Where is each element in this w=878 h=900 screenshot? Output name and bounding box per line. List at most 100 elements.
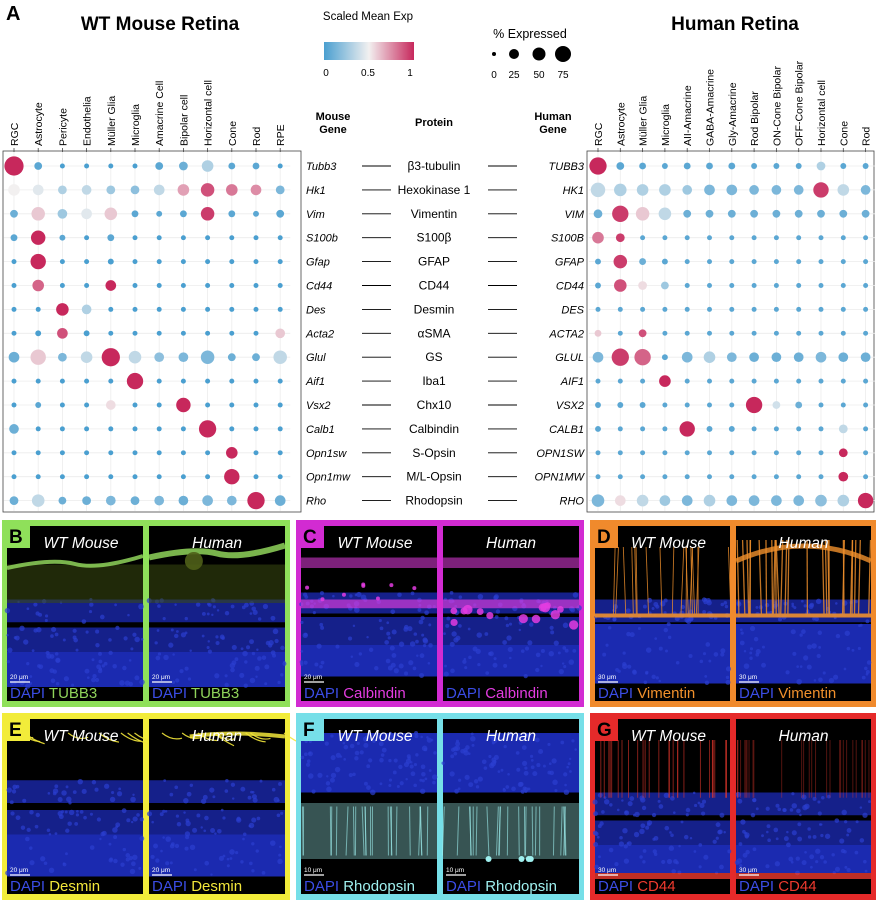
nucleus bbox=[189, 783, 194, 788]
human-dot-des-5 bbox=[707, 306, 712, 312]
nucleus bbox=[387, 665, 393, 671]
human-gene-label: VIM bbox=[564, 209, 584, 221]
nucleus bbox=[239, 672, 245, 678]
nucleus bbox=[278, 853, 282, 857]
panel-label: D bbox=[597, 527, 611, 548]
mouse-dot-tubb3-1 bbox=[34, 162, 43, 170]
nucleus bbox=[862, 812, 868, 818]
human-dot-tubb3-3 bbox=[661, 163, 668, 169]
human-dot-vsx2-4 bbox=[684, 402, 690, 408]
nucleus bbox=[799, 665, 803, 668]
nucleus bbox=[282, 661, 287, 666]
nucleus bbox=[234, 657, 239, 662]
nucleus bbox=[740, 631, 744, 635]
panel-letter-bg bbox=[592, 715, 618, 741]
nucleus bbox=[803, 655, 809, 661]
nucleus bbox=[505, 623, 510, 628]
nucleus bbox=[316, 643, 322, 649]
human-dot-hk1-12 bbox=[860, 185, 871, 195]
stain-label: DAPI Calbindin bbox=[446, 685, 548, 702]
human-dot-hk1-4 bbox=[682, 185, 693, 195]
nucleus bbox=[15, 784, 20, 789]
nucleus bbox=[251, 606, 257, 612]
mouse-category-label: Bipolar cell bbox=[178, 95, 190, 146]
nucleus bbox=[231, 660, 237, 666]
nucleus bbox=[608, 674, 611, 678]
human-category-label: RGC bbox=[593, 122, 605, 146]
nucleus bbox=[165, 861, 170, 866]
stain-label: DAPI TUBB3 bbox=[10, 685, 97, 702]
nucleus bbox=[834, 866, 841, 872]
panel-letter-bg bbox=[4, 715, 30, 741]
mouse-dot-opn1mw-0 bbox=[11, 474, 17, 480]
human-dot-opn1mw-1 bbox=[617, 474, 623, 480]
nucleus bbox=[667, 635, 672, 640]
stain-label-dapi: DAPI bbox=[10, 685, 49, 702]
size-legend-dot-50 bbox=[532, 47, 546, 61]
nucleus bbox=[22, 798, 27, 803]
human-dot-vim-3 bbox=[658, 207, 672, 221]
mouse-gene-label: Calb1 bbox=[306, 424, 335, 436]
nucleus bbox=[450, 754, 455, 759]
nucleus bbox=[598, 855, 601, 859]
mouse-dot-des-6 bbox=[156, 306, 162, 312]
nucleus bbox=[552, 779, 558, 786]
human-dot-opn1sw-1 bbox=[617, 450, 623, 456]
mouse-dot-vsx2-3 bbox=[84, 402, 90, 408]
nucleus bbox=[468, 655, 472, 660]
nucleus bbox=[89, 812, 93, 816]
nucleus bbox=[428, 769, 432, 772]
mouse-dot-opn1sw-10 bbox=[253, 450, 259, 456]
nucleus bbox=[134, 675, 140, 681]
nucleus bbox=[388, 784, 392, 788]
stain-label-dapi: DAPI bbox=[446, 685, 485, 702]
nucleus bbox=[742, 852, 748, 858]
mouse-dot-aif1-2 bbox=[59, 378, 65, 384]
nucleus bbox=[122, 665, 127, 671]
panel-title-human: Human bbox=[192, 535, 242, 552]
nucleus bbox=[646, 822, 651, 827]
nucleus bbox=[801, 794, 807, 800]
stain-label-marker: Calbindin bbox=[485, 685, 548, 702]
nucleus bbox=[212, 795, 216, 799]
nucleus bbox=[689, 836, 693, 840]
mouse-dot-cd44-9 bbox=[229, 283, 235, 288]
nucleus bbox=[642, 860, 646, 864]
nucleus bbox=[169, 792, 174, 797]
nuclear-layer bbox=[149, 834, 285, 877]
nucleus bbox=[330, 777, 335, 783]
nucleus bbox=[517, 781, 523, 788]
nucleus bbox=[777, 617, 783, 622]
mouse-dot-acta2-5 bbox=[132, 330, 138, 336]
nucleus bbox=[89, 845, 95, 850]
nucleus bbox=[91, 658, 95, 662]
nucleus bbox=[599, 821, 604, 826]
nucleus bbox=[614, 861, 619, 867]
nucleus bbox=[368, 758, 373, 763]
human-dot-glul-2 bbox=[634, 349, 651, 366]
nucleus bbox=[843, 667, 847, 671]
nucleus bbox=[431, 774, 438, 780]
human-dot-rho-1 bbox=[614, 495, 626, 506]
nucleus bbox=[386, 621, 390, 625]
mouse-dot-vim-8 bbox=[200, 207, 215, 221]
scale-bar-label: 30 μm bbox=[739, 674, 757, 681]
rhodopsin-rod bbox=[563, 806, 566, 856]
nucleus bbox=[123, 636, 128, 641]
nucleus bbox=[605, 643, 609, 647]
nucleus bbox=[505, 785, 510, 789]
nucleus bbox=[231, 644, 237, 650]
mouse-dot-des-8 bbox=[205, 306, 211, 312]
vimentin-endfeet bbox=[734, 543, 873, 564]
mouse-dot-tubb3-11 bbox=[277, 163, 283, 169]
nucleus bbox=[672, 811, 676, 814]
nucleus bbox=[204, 860, 210, 866]
nucleus bbox=[739, 628, 743, 632]
nucleus bbox=[688, 653, 693, 658]
nucleus bbox=[65, 828, 70, 833]
mouse-dot-vim-1 bbox=[31, 207, 45, 221]
nucleus bbox=[426, 737, 432, 743]
nucleus bbox=[380, 753, 385, 757]
nucleus bbox=[348, 636, 353, 641]
panel-label-a: A bbox=[6, 3, 20, 25]
